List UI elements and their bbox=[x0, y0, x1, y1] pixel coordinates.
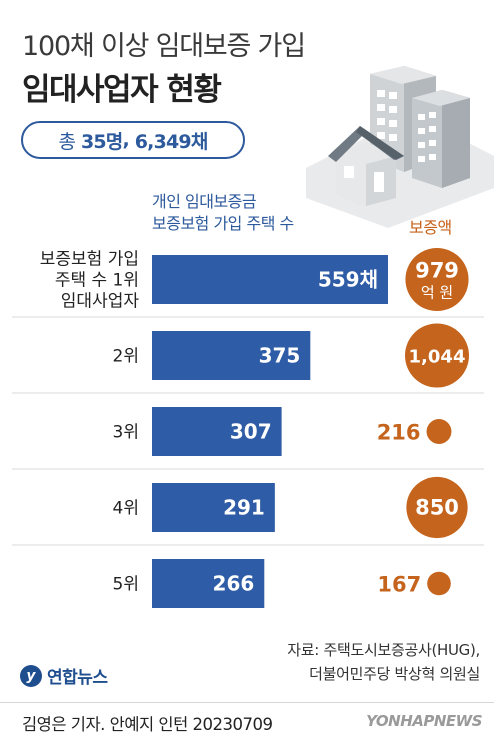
bar-value-label-3: 307 bbox=[230, 420, 272, 444]
amount-label-4: 850 bbox=[415, 496, 459, 520]
footer-divider bbox=[0, 702, 494, 703]
summary-sep: , bbox=[122, 129, 130, 151]
houses-illustration bbox=[306, 66, 494, 228]
rank-label-1: 보증보험 가입 bbox=[40, 250, 139, 270]
amount-label-2: 1,044 bbox=[409, 347, 466, 368]
rank-label-5: 5위 bbox=[113, 575, 139, 595]
amount-unit-label: 억 원 bbox=[421, 284, 453, 302]
summary-pill: 총 35명, 6,349채 bbox=[21, 121, 245, 159]
source-line1: 자료: 주택도시보증공사(HUG), bbox=[287, 641, 480, 659]
amount-circle-1 bbox=[405, 247, 469, 312]
logo-text: 연합뉴스 bbox=[47, 668, 108, 688]
bar-3 bbox=[152, 407, 282, 456]
summary-houses: 6,349채 bbox=[134, 130, 209, 153]
amount-circle-4 bbox=[406, 476, 468, 539]
summary-prefix: 총 bbox=[58, 130, 76, 153]
bar-2 bbox=[152, 331, 311, 380]
yonhap-logo-icon: y bbox=[20, 664, 42, 687]
amount-label-5: 167 bbox=[377, 573, 421, 597]
column-header-line1: 개인 임대보증금 bbox=[152, 192, 257, 211]
title-line1: 100채 이상 임대보증 가입 bbox=[22, 31, 306, 62]
amount-circle-2 bbox=[405, 323, 469, 388]
amount-circle-3 bbox=[426, 419, 452, 444]
rank-label-1: 임대사업자 bbox=[61, 292, 140, 312]
rank-label-2: 2위 bbox=[113, 347, 139, 367]
bar-value-label-4: 291 bbox=[223, 496, 265, 520]
rank-label-1: 주택 수 1위 bbox=[55, 271, 139, 291]
amount-header: 보증액 bbox=[409, 218, 452, 237]
bar-value-label-1: 559채 bbox=[318, 268, 378, 292]
watermark: YONHAPNEWS bbox=[366, 712, 482, 730]
rank-label-4: 4위 bbox=[113, 499, 139, 519]
rank-label-3: 3위 bbox=[113, 423, 139, 443]
column-header-line2: 보증보험 가입 주택 수 bbox=[152, 214, 294, 233]
source-note: 자료: 주택도시보증공사(HUG), 더불어민주당 박상혁 의원실 bbox=[287, 638, 480, 686]
column-header: 개인 임대보증금 보증보험 가입 주택 수 bbox=[152, 191, 294, 235]
bar-1 bbox=[152, 255, 388, 304]
bar-4 bbox=[152, 483, 275, 532]
bar-value-label-2: 375 bbox=[259, 344, 301, 368]
yonhap-logo: y 연합뉴스 bbox=[20, 663, 108, 688]
summary-people: 35명 bbox=[80, 130, 123, 153]
credit-line: 김영은 기자. 안예지 인턴 20230709 bbox=[22, 715, 273, 734]
amount-label-3: 216 bbox=[377, 421, 421, 445]
amount-circle-5 bbox=[427, 571, 451, 596]
title-line2: 임대사업자 현황 bbox=[22, 72, 222, 108]
bar-5 bbox=[152, 559, 265, 608]
source-line2: 더불어민주당 박상혁 의원실 bbox=[309, 665, 480, 683]
amount-label-1: 979 bbox=[415, 259, 459, 283]
bar-value-label-5: 266 bbox=[213, 572, 255, 596]
